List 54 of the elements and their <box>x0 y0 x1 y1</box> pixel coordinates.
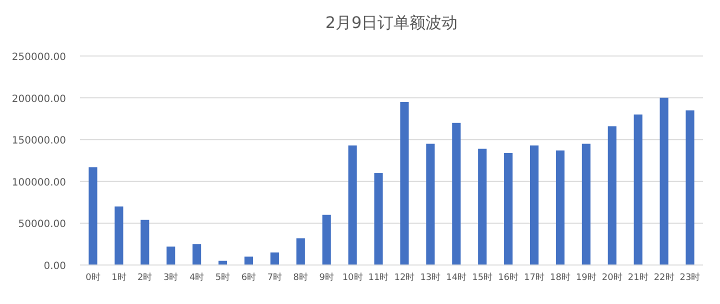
bar <box>504 152 513 265</box>
bar <box>166 246 176 265</box>
bar <box>296 238 305 265</box>
x-tick-label: 12时 <box>394 272 415 283</box>
bar <box>244 256 254 265</box>
bar <box>582 144 590 265</box>
bar <box>348 145 357 265</box>
x-tick-label: 6时 <box>241 272 256 283</box>
bar <box>400 102 409 265</box>
x-tick-label: 15时 <box>472 272 493 283</box>
x-tick-label: 23时 <box>680 272 700 283</box>
x-tick-label: 18时 <box>550 272 570 283</box>
x-tick-label: 13时 <box>420 272 441 283</box>
x-tick-label: 14时 <box>446 272 467 283</box>
x-tick-label: 17时 <box>524 272 544 283</box>
x-tick-label: 11时 <box>368 272 389 283</box>
bar <box>322 214 331 265</box>
bar <box>374 173 383 265</box>
bar <box>608 126 616 265</box>
y-tick-label: 200000.00 <box>12 94 66 105</box>
x-tick-label: 22时 <box>654 272 674 283</box>
x-tick-label: 1时 <box>112 272 126 283</box>
bar <box>140 220 150 265</box>
bar <box>88 167 98 265</box>
x-tick-label: 4时 <box>189 272 204 283</box>
y-tick-label: 0.00 <box>44 261 66 272</box>
y-tick-label: 150000.00 <box>12 136 66 147</box>
bar <box>686 110 694 265</box>
x-tick-label: 8时 <box>293 272 308 283</box>
x-tick-label: 16时 <box>498 272 519 283</box>
x-tick-label: 20时 <box>602 272 622 283</box>
y-tick-label: 250000.00 <box>12 52 66 63</box>
x-tick-label: 9时 <box>319 272 334 283</box>
chart-title: 2月9日订单额波动 <box>325 13 458 32</box>
bar <box>270 252 279 265</box>
x-tick-label: 3时 <box>163 272 178 283</box>
y-tick-label: 100000.00 <box>12 177 66 188</box>
bar <box>478 148 487 265</box>
bar <box>452 122 461 265</box>
x-tick-label: 7时 <box>267 272 282 283</box>
bar <box>660 98 668 265</box>
x-tick-label: 10时 <box>342 272 363 283</box>
bar <box>634 114 642 265</box>
bar <box>530 145 539 265</box>
x-tick-label: 2时 <box>138 272 152 283</box>
x-tick-label: 0时 <box>86 272 100 283</box>
y-tick-label: 50000.00 <box>18 219 66 230</box>
x-tick-label: 19时 <box>576 272 596 283</box>
bar <box>192 244 202 265</box>
bar <box>114 206 124 265</box>
bar <box>426 144 435 265</box>
bar <box>556 150 565 265</box>
x-tick-label: 21时 <box>628 272 648 283</box>
x-tick-label: 5时 <box>215 272 230 283</box>
